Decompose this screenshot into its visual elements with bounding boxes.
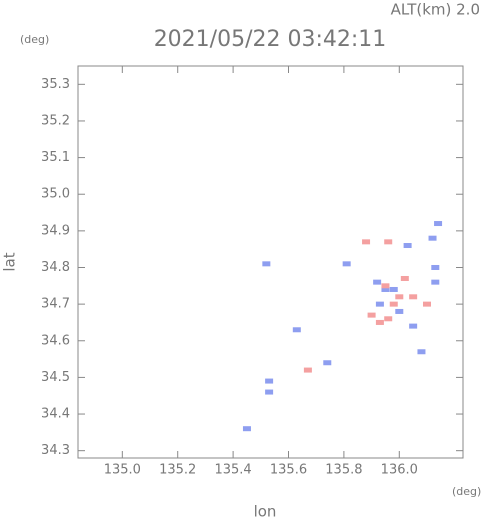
y-tick-label: 34.5 — [41, 370, 70, 385]
x-unit: (deg) — [452, 485, 481, 498]
x-tick-label: 135.4 — [214, 463, 251, 478]
echo-point — [409, 294, 418, 300]
echo-point — [389, 286, 398, 292]
echo-point — [428, 235, 437, 241]
echo-point — [403, 243, 412, 249]
y-tick-label: 35.2 — [41, 113, 70, 128]
y-tick-label: 34.6 — [41, 333, 70, 348]
x-tick-label: 135.2 — [159, 463, 196, 478]
echo-point — [409, 323, 418, 329]
echo-point — [389, 301, 398, 307]
x-tick-label: 135.6 — [270, 463, 307, 478]
echo-point — [265, 378, 274, 384]
echo-point — [375, 301, 384, 307]
echo-point — [375, 319, 384, 325]
echo-point — [395, 294, 404, 300]
echo-point — [242, 426, 251, 432]
x-tick-label: 135.8 — [325, 463, 362, 478]
y-unit: (deg) — [20, 33, 49, 46]
y-axis-label: lat — [1, 252, 19, 271]
echo-point — [292, 327, 301, 333]
y-tick-label: 35.3 — [41, 77, 70, 92]
y-tick-label: 34.4 — [41, 407, 70, 422]
y-tick-label: 34.9 — [41, 223, 70, 238]
echo-point — [431, 264, 440, 270]
y-tick-label: 35.1 — [41, 150, 70, 165]
echo-point — [265, 389, 274, 395]
echo-point — [367, 312, 376, 318]
echo-point — [400, 275, 409, 281]
echo-point — [381, 286, 390, 292]
echo-point — [395, 308, 404, 314]
y-tick-label: 35.0 — [41, 187, 70, 202]
echo-point — [303, 367, 312, 373]
echo-point — [262, 261, 271, 267]
plot-frame — [77, 65, 464, 459]
x-tick-label: 136.0 — [381, 463, 418, 478]
echo-point — [373, 279, 382, 285]
echo-point — [342, 261, 351, 267]
echo-point — [323, 360, 332, 366]
echo-point — [384, 316, 393, 322]
echo-point — [434, 221, 443, 227]
echo-point — [381, 283, 390, 289]
y-tick-label: 34.3 — [41, 443, 70, 458]
echo-point — [431, 279, 440, 285]
altitude-label: ALT(km) 2.0 — [391, 1, 480, 19]
chart-title: 2021/05/22 03:42:11 — [154, 27, 387, 52]
echo-point — [362, 239, 371, 245]
x-axis-label: lon — [254, 503, 277, 521]
echo-point — [384, 239, 393, 245]
echo-point — [417, 349, 426, 355]
x-tick-label: 135.0 — [104, 463, 141, 478]
y-tick-label: 34.8 — [41, 260, 70, 275]
echo-point — [422, 301, 431, 307]
y-tick-label: 34.7 — [41, 297, 70, 312]
